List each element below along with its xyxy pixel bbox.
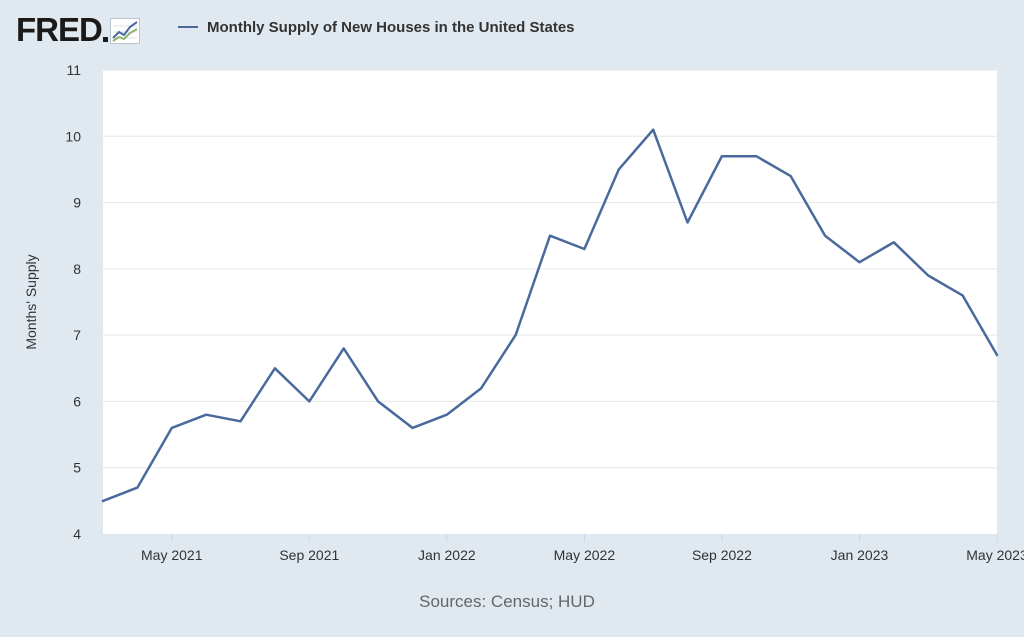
series-line[interactable] xyxy=(101,128,999,503)
data-point[interactable] xyxy=(203,412,209,418)
data-point[interactable] xyxy=(272,365,278,371)
x-tick-label: Jan 2023 xyxy=(831,547,889,563)
data-point[interactable] xyxy=(409,425,415,431)
y-tick-label: 8 xyxy=(73,261,81,277)
fred-logo-dot xyxy=(102,37,108,42)
data-point[interactable] xyxy=(478,385,484,391)
data-point[interactable] xyxy=(513,332,519,338)
x-tick-label: Jan 2022 xyxy=(418,547,476,563)
data-point[interactable] xyxy=(891,239,897,245)
x-tick-label: May 2023 xyxy=(966,547,1024,563)
y-tick-label: 9 xyxy=(73,195,81,211)
data-point[interactable] xyxy=(306,398,312,404)
data-point[interactable] xyxy=(444,412,450,418)
data-point[interactable] xyxy=(616,166,622,172)
chart-legend[interactable]: Monthly Supply of New Houses in the Unit… xyxy=(178,16,575,38)
data-point[interactable] xyxy=(238,418,244,424)
series-group xyxy=(100,127,1000,504)
y-tick-label: 4 xyxy=(73,526,81,542)
fred-logo[interactable]: FRED xyxy=(16,10,140,46)
plot-area xyxy=(103,70,997,534)
data-point[interactable] xyxy=(375,398,381,404)
data-point[interactable] xyxy=(341,345,347,351)
y-tick-label: 7 xyxy=(73,327,81,343)
data-point[interactable] xyxy=(134,485,140,491)
data-point[interactable] xyxy=(100,498,106,504)
data-point[interactable] xyxy=(547,233,553,239)
chart-header: FRED Monthly Supply of New Houses in the… xyxy=(0,0,1024,56)
x-tick-label: May 2021 xyxy=(141,547,203,563)
y-tick-label: 11 xyxy=(66,62,81,78)
data-point[interactable] xyxy=(581,246,587,252)
legend-label: Monthly Supply of New Houses in the Unit… xyxy=(207,18,575,36)
fred-logo-text: FRED xyxy=(16,11,103,48)
data-point[interactable] xyxy=(822,233,828,239)
line-chart-icon xyxy=(109,18,140,44)
data-point[interactable] xyxy=(960,292,966,298)
x-tick-label: Sep 2021 xyxy=(279,547,339,563)
x-tick-label: Sep 2022 xyxy=(692,547,752,563)
y-axis-title: Months' Supply xyxy=(23,254,39,349)
sources-note: Sources: Census; HUD xyxy=(419,592,595,611)
data-point[interactable] xyxy=(925,272,931,278)
x-tick-label: May 2022 xyxy=(554,547,616,563)
y-tick-label: 10 xyxy=(65,128,81,144)
grid-lines xyxy=(103,69,997,469)
data-point[interactable] xyxy=(685,219,691,225)
y-axis-ticks: 4 5 6 7 8 9 10 11 xyxy=(65,62,81,542)
data-point[interactable] xyxy=(169,425,175,431)
data-point[interactable] xyxy=(753,153,759,159)
data-point[interactable] xyxy=(719,153,725,159)
data-point[interactable] xyxy=(788,173,794,179)
y-tick-label: 5 xyxy=(73,460,81,476)
y-tick-label: 6 xyxy=(73,393,81,409)
legend-swatch xyxy=(178,26,198,28)
data-point[interactable] xyxy=(650,127,656,133)
x-axis-ticks: May 2021 Sep 2021 Jan 2022 May 2022 Sep 2022… xyxy=(141,534,1024,563)
data-point[interactable] xyxy=(856,259,862,265)
data-point[interactable] xyxy=(994,352,1000,358)
